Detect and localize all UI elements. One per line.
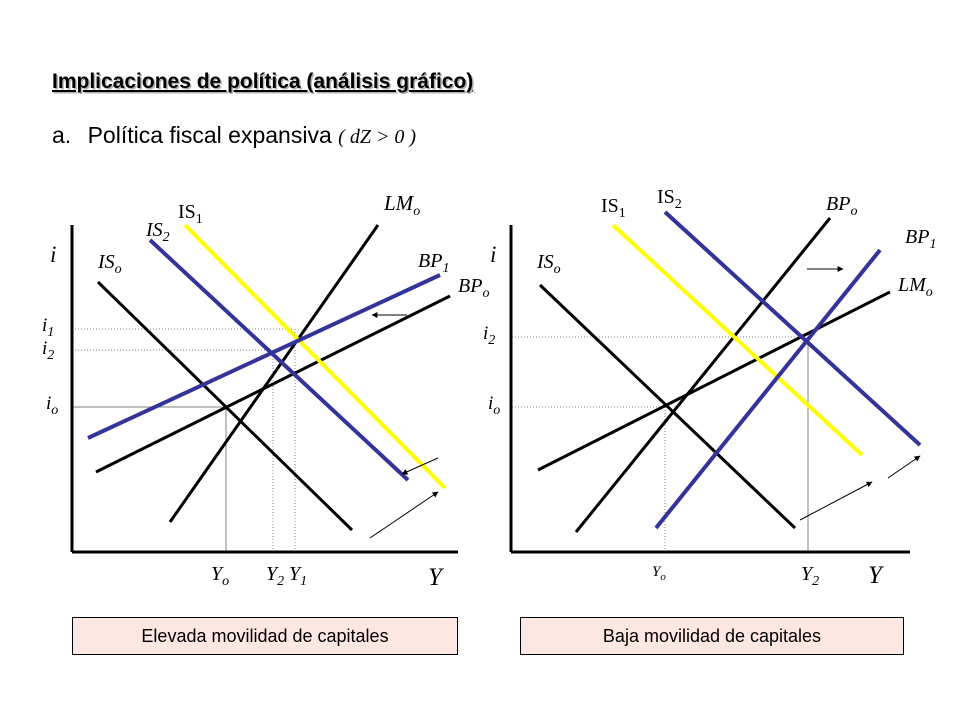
left-curve-bpo [95, 294, 451, 474]
left-label-y1: Y1 [289, 563, 307, 589]
left-label-i1: i1 [42, 315, 54, 340]
right-label-y2: Y2 [801, 563, 819, 589]
right-panel-caption: Baja movilidad de capitales [520, 617, 904, 655]
left-is-shift-arrow [401, 457, 439, 475]
right-curve-bpo [574, 217, 832, 533]
right-label-is2: IS2 [657, 186, 682, 212]
right-label-i2: i2 [483, 323, 495, 348]
right-label-is1: IS1 [601, 195, 626, 221]
left-x-axis-label: Y [428, 564, 445, 591]
left-label-is2: IS2 [145, 219, 170, 245]
page-title: Implicaciones de política (análisis gráf… [52, 70, 474, 93]
item-condition: ( dZ > 0 ) [338, 126, 417, 148]
right-panel: IS1 IS2 ISo BPo BP1 LMo i Y i2 io Yo Y2 [483, 186, 936, 589]
right-label-io: io [488, 393, 500, 418]
left-label-lmo: LMo [383, 191, 420, 219]
left-label-iso: ISo [97, 251, 122, 277]
right-label-iso: ISo [536, 251, 561, 277]
right-label-bpo: BPo [826, 193, 857, 219]
left-label-io: io [46, 393, 58, 418]
left-is-shift-arrow-2 [369, 491, 439, 539]
right-y-axis-label: i [490, 242, 496, 267]
left-panel-caption: Elevada movilidad de capitales [72, 617, 458, 655]
right-label-lmo: LMo [897, 274, 933, 300]
right-curve-is2 [663, 210, 922, 447]
right-label-bp1: BP1 [905, 226, 936, 252]
left-curve-is2 [148, 238, 410, 482]
left-panel: LMo IS1 IS2 ISo BP1 BPo i Y i1 i2 io Yo … [42, 191, 489, 591]
left-label-i2: i2 [42, 338, 54, 363]
right-curve-is1 [611, 223, 864, 457]
left-label-y2: Y2 [266, 563, 284, 589]
left-label-bpo: BPo [458, 275, 489, 301]
right-is-shift-arrow-2 [887, 455, 921, 479]
left-curve-bp1 [87, 273, 441, 440]
right-curve-bp1 [654, 248, 882, 530]
left-curve-iso [96, 280, 354, 532]
left-label-yo: Yo [211, 563, 229, 589]
right-curve-iso [538, 283, 797, 530]
left-y-axis-label: i [50, 242, 56, 267]
left-label-is1: IS1 [178, 201, 203, 227]
right-is-shift-arrow [799, 481, 873, 521]
left-curve-is1 [183, 223, 447, 490]
item-text: Política fiscal expansiva [87, 122, 332, 148]
right-label-yo: Yo [652, 564, 666, 583]
right-curve-lmo [537, 290, 891, 472]
left-label-bp1: BP1 [418, 250, 449, 276]
left-curve-lmo [168, 224, 380, 523]
item-marker: a. [52, 122, 72, 148]
right-x-axis-label: Y [868, 562, 885, 589]
policy-heading: a. Política fiscal expansiva ( dZ > 0 ) [52, 122, 416, 149]
